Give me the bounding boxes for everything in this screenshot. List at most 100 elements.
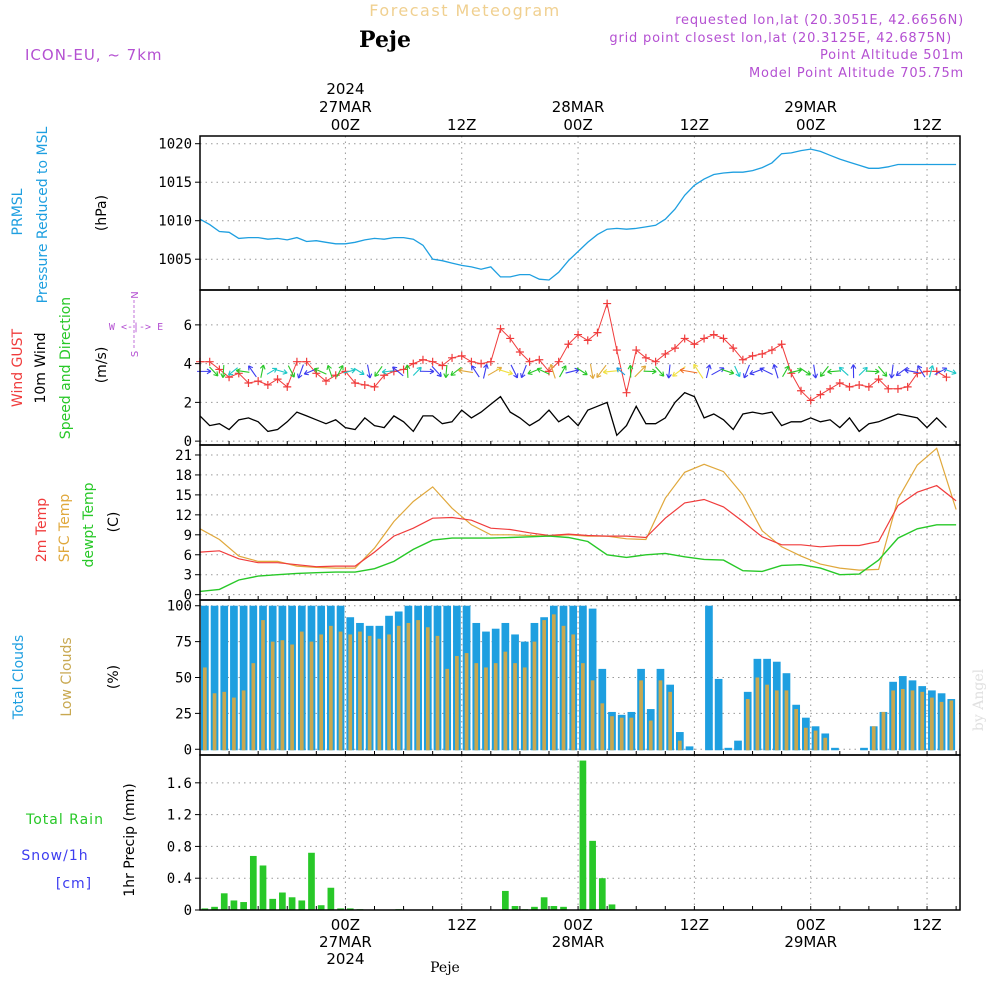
clouds-y-tick-label: 75: [175, 635, 192, 651]
wind-direction-arrow: [565, 367, 580, 374]
wind-direction-arrow: [235, 368, 250, 374]
wind-direction-arrow: [458, 367, 474, 374]
wind-direction-arrow: [404, 364, 411, 378]
rain-bar: [598, 878, 606, 910]
rain-bar: [502, 890, 509, 910]
wind-gust-point: [525, 357, 534, 366]
clouds-y-tick-label: 100: [167, 599, 192, 615]
plot-area: 1005101010151020024603691215182102550751…: [158, 80, 961, 968]
wind-direction-arrow: [259, 364, 266, 378]
wind-gust-point: [312, 369, 321, 378]
wind-direction-arrow: [812, 364, 819, 379]
clouds-y-tick-label: 0: [184, 742, 192, 758]
top-time-label: 12Z: [447, 116, 476, 134]
wind-direction-arrow: [559, 365, 567, 378]
low-clouds-bar: [406, 622, 411, 751]
wind-direction-arrow: [297, 364, 304, 379]
dewpt-series-line: [199, 524, 957, 593]
wind-direction-arrow: [527, 368, 540, 375]
low-clouds-bar: [571, 634, 576, 751]
wind-direction-arrow: [549, 363, 556, 379]
wind-direction-arrow: [520, 364, 527, 379]
wind-gust-point: [515, 348, 524, 356]
point-altitude: Point Altitude 501m: [820, 48, 964, 63]
wind-gust-point: [428, 357, 437, 366]
low-clouds-bar: [881, 711, 886, 751]
wind-direction-arrow: [904, 367, 919, 374]
wind-gust-point: [263, 380, 272, 389]
wind-gust-point: [884, 384, 893, 393]
wind-gust-point: [283, 382, 292, 391]
sfc-temp-series-line: [199, 447, 957, 571]
wind-gust-point: [438, 361, 447, 370]
wind-direction-arrow: [819, 365, 829, 378]
wind-gust-point: [641, 353, 650, 362]
wind-gust-point: [215, 365, 224, 374]
wind-direction-arrow: [711, 367, 725, 376]
wind-gust-point: [322, 377, 331, 386]
ms-unit-label: (m/s): [94, 347, 110, 384]
total-clouds-bar: [220, 605, 229, 751]
footer-location: Peje: [430, 960, 460, 976]
temp-dewpt-label: dewpt Temp: [81, 482, 97, 567]
wind-gust-point: [467, 357, 476, 366]
wind-gust-point: [292, 357, 301, 366]
wind-direction-arrow: [666, 364, 672, 379]
wind-direction-arrow: [197, 368, 212, 375]
wind-direction-arrow: [772, 364, 779, 379]
wind-direction-arrow: [928, 365, 935, 378]
rain-bar: [337, 908, 344, 910]
wind-gust-point: [767, 346, 776, 355]
wind-direction-arrow: [487, 366, 503, 376]
low-clouds-bar: [581, 663, 585, 751]
top-time-label: 29MAR: [784, 98, 837, 116]
prmsl-label: PRMSL: [10, 188, 26, 235]
wind-gust-point: [913, 369, 922, 378]
location-title: Peje: [359, 27, 411, 53]
temp-labels: 2m Temp SFC Temp dewpt Temp (C): [34, 482, 122, 567]
wind-gust-point: [806, 396, 815, 405]
wind-10m-label: 10m Wind: [33, 332, 49, 403]
hpa-unit-label: (hPa): [94, 195, 110, 231]
low-clouds-bar: [765, 684, 769, 751]
low-clouds-bar: [513, 663, 517, 751]
low-clouds-bar: [241, 690, 246, 751]
wind-10m-series-line: [199, 391, 947, 437]
cloud-labels: Total Clouds Low Clouds (%): [11, 635, 122, 720]
wind-direction-arrow: [734, 365, 741, 378]
model-altitude: Model Point Altitude 705.75m: [749, 66, 964, 81]
low-clouds-bar: [639, 680, 643, 751]
low-clouds-bar: [784, 690, 789, 751]
bottom-time-label: 28MAR: [552, 933, 605, 951]
wind-direction-arrow: [742, 364, 751, 379]
temperature-y-tick-label: 3: [184, 568, 192, 584]
low-clouds-bar: [590, 680, 595, 751]
bottom-time-label: 27MAR: [319, 933, 372, 951]
wind-gust-point: [583, 336, 592, 345]
rain-bar: [531, 906, 538, 910]
wind-gust-point: [864, 382, 873, 391]
low-clouds-bar: [794, 709, 799, 751]
total-clouds-bar: [588, 608, 597, 751]
wind-direction-arrow: [850, 364, 857, 379]
wind-direction-arrow: [287, 365, 296, 378]
wind-gust-point: [457, 351, 466, 360]
total-clouds-label: Total Clouds: [11, 635, 27, 720]
precipitation-y-tick-label: 1.6: [167, 776, 192, 792]
wind-gust-point: [700, 334, 709, 343]
low-clouds-bar: [445, 668, 450, 751]
wind-direction-arrow: [248, 365, 257, 378]
wind-gust-point: [554, 357, 563, 366]
low-clouds-bar: [348, 634, 353, 751]
bottom-time-label: 00Z: [563, 916, 592, 934]
low-clouds-bar: [377, 638, 382, 751]
compass-we: W <-|-> E: [109, 322, 163, 333]
total-clouds-bar: [705, 605, 713, 751]
chart-title: Forecast Meteogram: [369, 1, 560, 20]
wind-direction-arrow: [877, 366, 888, 377]
low-clouds-bar: [261, 620, 265, 751]
precipitation-y-tick-label: 0.8: [167, 839, 192, 855]
total-clouds-bar: [831, 747, 839, 751]
wind-gust-point: [758, 349, 767, 358]
